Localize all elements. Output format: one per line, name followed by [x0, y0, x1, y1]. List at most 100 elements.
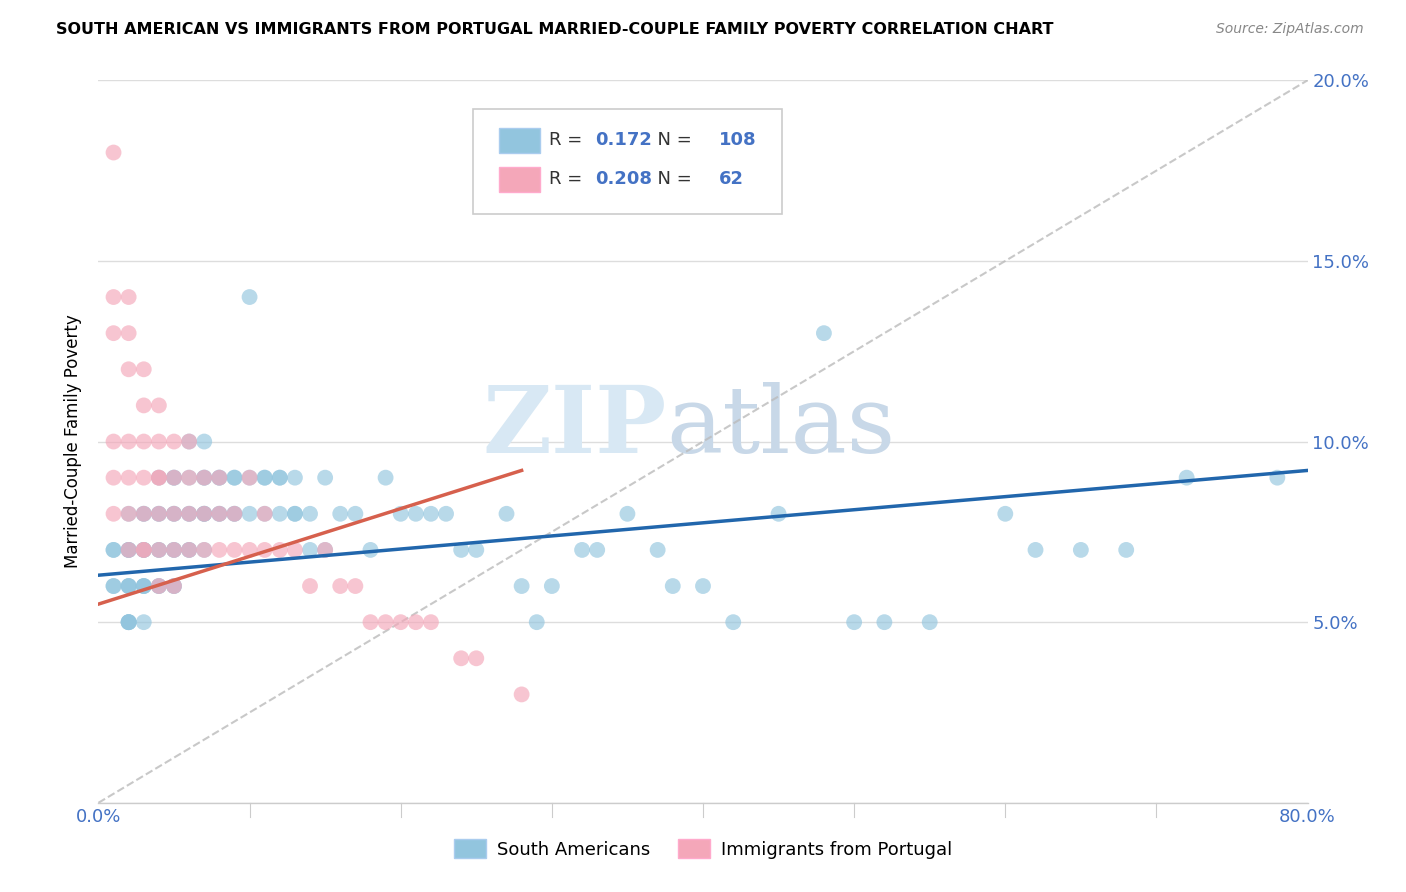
Point: [571, 542, 593, 557]
Point: [526, 615, 548, 630]
Point: [299, 507, 322, 521]
Point: [103, 542, 125, 557]
Point: [103, 542, 125, 557]
Point: [1115, 542, 1137, 557]
Point: [148, 542, 170, 557]
Point: [132, 579, 155, 593]
Point: [389, 507, 412, 521]
Point: [314, 471, 336, 485]
FancyBboxPatch shape: [474, 109, 782, 214]
Point: [118, 542, 141, 557]
Text: N =: N =: [647, 131, 697, 149]
Point: [253, 507, 276, 521]
Point: [118, 471, 141, 485]
Point: [163, 542, 186, 557]
Point: [844, 615, 866, 630]
Point: [495, 507, 517, 521]
Point: [103, 434, 125, 449]
Point: [103, 507, 125, 521]
Point: [193, 471, 215, 485]
Point: [118, 615, 141, 630]
Point: [103, 471, 125, 485]
Point: [179, 507, 201, 521]
Point: [132, 542, 155, 557]
Point: [148, 471, 170, 485]
Point: [103, 579, 125, 593]
Point: [269, 507, 291, 521]
Point: [329, 507, 352, 521]
Point: [224, 542, 246, 557]
Point: [918, 615, 941, 630]
Point: [132, 579, 155, 593]
Point: [284, 507, 307, 521]
Point: [284, 542, 307, 557]
Point: [148, 471, 170, 485]
Point: [374, 471, 396, 485]
Point: [163, 579, 186, 593]
Point: [132, 398, 155, 412]
Point: [118, 542, 141, 557]
Point: [132, 615, 155, 630]
Point: [193, 507, 215, 521]
Text: ZIP: ZIP: [482, 382, 666, 472]
Point: [118, 507, 141, 521]
Point: [1070, 542, 1092, 557]
Point: [329, 579, 352, 593]
Legend: South Americans, Immigrants from Portugal: South Americans, Immigrants from Portuga…: [447, 832, 959, 866]
Point: [148, 579, 170, 593]
Point: [148, 579, 170, 593]
Point: [193, 471, 215, 485]
Point: [132, 542, 155, 557]
Point: [148, 579, 170, 593]
Point: [360, 542, 382, 557]
Point: [208, 471, 231, 485]
Point: [179, 434, 201, 449]
Point: [103, 290, 125, 304]
Point: [118, 507, 141, 521]
Point: [163, 507, 186, 521]
Point: [299, 542, 322, 557]
Point: [768, 507, 790, 521]
Point: [873, 615, 896, 630]
Point: [465, 542, 488, 557]
Point: [118, 579, 141, 593]
Point: [163, 471, 186, 485]
Point: [284, 471, 307, 485]
Point: [239, 471, 262, 485]
Point: [224, 507, 246, 521]
Point: [253, 471, 276, 485]
Point: [148, 507, 170, 521]
Point: [179, 507, 201, 521]
Point: [450, 651, 472, 665]
Point: [193, 434, 215, 449]
Point: [103, 326, 125, 340]
Point: [344, 579, 367, 593]
Point: [179, 471, 201, 485]
Text: 62: 62: [718, 170, 744, 188]
Point: [132, 507, 155, 521]
Point: [420, 507, 443, 521]
Point: [616, 507, 638, 521]
Point: [179, 542, 201, 557]
Point: [132, 542, 155, 557]
Point: [661, 579, 683, 593]
Point: [163, 542, 186, 557]
FancyBboxPatch shape: [499, 128, 540, 153]
Point: [193, 471, 215, 485]
Point: [405, 615, 427, 630]
Text: 108: 108: [718, 131, 756, 149]
Point: [692, 579, 714, 593]
Point: [132, 579, 155, 593]
Point: [118, 579, 141, 593]
Point: [208, 542, 231, 557]
Text: atlas: atlas: [666, 382, 896, 472]
Point: [208, 471, 231, 485]
Text: Source: ZipAtlas.com: Source: ZipAtlas.com: [1216, 22, 1364, 37]
Point: [179, 542, 201, 557]
Point: [224, 471, 246, 485]
Point: [132, 507, 155, 521]
Text: 0.208: 0.208: [595, 170, 652, 188]
Point: [163, 507, 186, 521]
Point: [224, 507, 246, 521]
Point: [118, 615, 141, 630]
